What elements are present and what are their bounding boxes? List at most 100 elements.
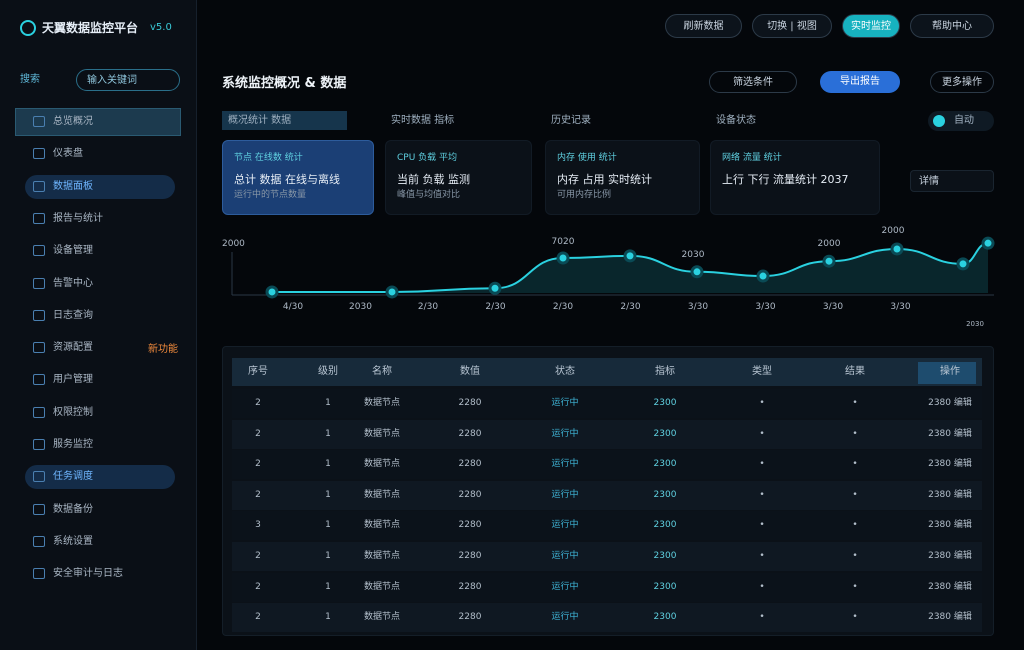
header-action[interactable]: 导出报告 <box>820 71 900 93</box>
table-cell: 运行中 <box>551 612 579 623</box>
card <box>222 140 374 215</box>
nav-item[interactable]: 用户管理 <box>53 374 93 386</box>
table-cell: 2 <box>255 459 261 470</box>
nav-icon <box>33 503 45 515</box>
table-cell[interactable]: 2380 编辑 <box>928 398 972 408</box>
nav-icon <box>33 568 45 580</box>
table-cell: 2300 <box>653 398 677 408</box>
table-cell: 2 <box>255 428 261 439</box>
point <box>822 254 836 268</box>
table-cell: 运行中 <box>551 398 579 408</box>
nav-icon <box>33 116 45 127</box>
table-cell[interactable]: 2380 编辑 <box>928 612 972 623</box>
table-cell: • <box>852 551 858 561</box>
nav-item[interactable]: 资源配置 <box>53 342 93 354</box>
table-cell: 2280 <box>458 428 482 439</box>
table-cell: • <box>852 489 858 500</box>
card <box>710 140 880 215</box>
table-cell: 数据节点 <box>363 459 400 470</box>
header-cell: 类型 <box>752 366 772 377</box>
table-row <box>232 542 982 571</box>
nav-badge: 新功能 <box>148 344 178 355</box>
top-button[interactable]: 帮助中心 <box>910 14 994 38</box>
logo-icon <box>20 20 36 36</box>
table-cell[interactable]: 2380 编辑 <box>928 489 972 500</box>
header-cell: 级别 <box>318 366 338 377</box>
card-sub: 可用内存比例 <box>557 190 612 200</box>
search-label: 搜索 <box>20 74 40 85</box>
search[interactable]: 输入关键词 <box>76 69 180 91</box>
table-cell: • <box>759 428 765 439</box>
point <box>623 249 637 263</box>
header-action[interactable]: 筛选条件 <box>709 71 797 93</box>
nav-item[interactable]: 报告与统计 <box>53 212 103 224</box>
table-cell: 数据节点 <box>363 489 400 500</box>
card-side[interactable]: 详情 <box>910 170 994 192</box>
table-cell: 2 <box>255 398 261 408</box>
table-cell: • <box>852 398 858 408</box>
point <box>956 257 970 271</box>
nav-item[interactable]: 系统设置 <box>53 535 93 547</box>
top-button[interactable]: 刷新数据 <box>665 14 742 38</box>
x-label: 2/30 <box>553 302 573 312</box>
card <box>545 140 700 215</box>
x-label: 3/30 <box>823 302 843 312</box>
top-button[interactable]: 实时监控 <box>842 14 900 38</box>
table-cell: 1 <box>325 428 331 439</box>
table-cell: 1 <box>325 581 331 592</box>
point <box>981 236 995 250</box>
nav-item[interactable]: 总览概况 <box>53 116 93 127</box>
table-cell: 1 <box>325 398 331 408</box>
table-cell: 运行中 <box>551 520 579 531</box>
table-cell: 1 <box>325 551 331 561</box>
header-action[interactable]: 更多操作 <box>930 71 994 93</box>
nav-item[interactable]: 日志查询 <box>53 309 93 321</box>
tab[interactable]: 设备状态 <box>716 115 756 126</box>
top-button[interactable]: 切换 | 视图 <box>752 14 832 38</box>
table-cell[interactable]: 2380 编辑 <box>928 459 972 470</box>
table-cell: 2300 <box>653 612 677 623</box>
table-cell: 2300 <box>653 551 677 561</box>
table-cell[interactable]: 2380 编辑 <box>928 581 972 592</box>
annotation: 7020 <box>552 237 575 247</box>
table-cell[interactable]: 2380 编辑 <box>928 428 972 439</box>
nav-item[interactable]: 仪表盘 <box>53 148 83 160</box>
tab[interactable]: 历史记录 <box>551 115 591 126</box>
table-cell: 2300 <box>653 581 677 592</box>
nav-active-bg <box>15 108 181 136</box>
table-cell: • <box>852 428 858 439</box>
toggle[interactable]: 自动 <box>928 111 994 131</box>
toggle-dot <box>933 115 945 127</box>
point <box>890 242 904 256</box>
nav-item[interactable]: 安全审计与日志 <box>53 568 123 580</box>
table-cell: 3 <box>255 520 261 531</box>
table-row <box>232 450 982 480</box>
table-cell: 2280 <box>458 612 482 623</box>
table-cell: • <box>852 459 858 470</box>
point <box>385 285 399 299</box>
tab[interactable]: 概况统计 数据 <box>222 111 347 130</box>
card-value: 上行 下行 流量统计 2037 <box>722 173 849 186</box>
table-row <box>232 511 982 541</box>
nav-item[interactable]: 数据面板 <box>53 180 93 192</box>
nav-item[interactable]: 权限控制 <box>53 406 93 418</box>
x-label: 3/30 <box>890 302 910 312</box>
nav-item[interactable]: 服务监控 <box>53 439 93 450</box>
table-cell: 1 <box>325 612 331 623</box>
nav-item[interactable]: 告警中心 <box>53 277 93 289</box>
nav-item[interactable]: 任务调度 <box>53 471 93 483</box>
table-cell: 数据节点 <box>363 428 400 439</box>
table-cell: • <box>759 489 765 500</box>
area <box>272 243 988 293</box>
nav-icon <box>33 212 45 224</box>
table-cell: 数据节点 <box>363 551 400 561</box>
point <box>556 251 570 265</box>
table-cell[interactable]: 2380 编辑 <box>928 520 972 531</box>
nav-item[interactable]: 设备管理 <box>53 245 93 257</box>
tab[interactable]: 实时数据 指标 <box>391 115 455 126</box>
table-cell[interactable]: 2380 编辑 <box>928 551 972 561</box>
x-label: 4/30 <box>283 302 303 312</box>
table-cell: 2280 <box>458 398 482 408</box>
nav-item[interactable]: 数据备份 <box>53 503 93 515</box>
